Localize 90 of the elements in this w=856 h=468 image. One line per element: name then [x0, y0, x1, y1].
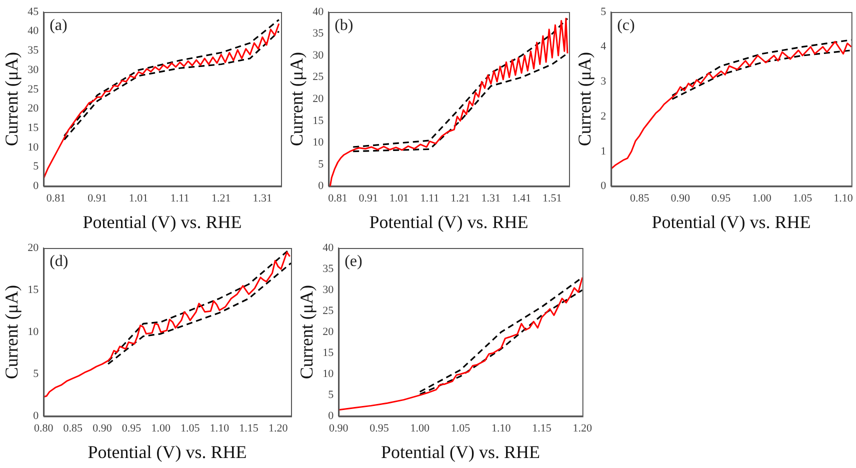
y-tick-label: 20: [28, 102, 40, 115]
y-tick-label: 4: [600, 40, 607, 53]
y-tick-label: 25: [312, 71, 324, 84]
y-tick-label: 0: [318, 180, 324, 192]
y-tick-label: 40: [312, 6, 324, 18]
x-tick-label: 1.05: [180, 422, 200, 435]
x-tick-label: 0.90: [92, 422, 112, 435]
y-tick-label: 25: [322, 304, 334, 317]
y-tick-label: 5: [33, 160, 40, 173]
y-axis-title: Current (μA): [574, 52, 595, 146]
y-tick-label: 10: [322, 368, 334, 380]
x-tick-label: 0.95: [122, 422, 142, 435]
x-tick-label: 1.21: [450, 192, 470, 205]
y-axis-title: Current (μA): [2, 285, 22, 380]
y-axis-title: Current (μA): [286, 52, 307, 146]
x-tick-label: 0.91: [358, 192, 378, 205]
y-tick-label: 40: [28, 25, 40, 38]
y-tick-label: 1: [600, 145, 606, 158]
x-tick-label: 1.00: [752, 192, 772, 205]
x-tick-label: 0.90: [670, 192, 690, 205]
annotation: (d): [50, 253, 68, 270]
x-tick-label: 1.00: [410, 422, 430, 435]
x-tick-label: 1.31: [481, 192, 501, 205]
x-tick-label: 1.01: [128, 192, 148, 205]
y-tick-label: 0: [600, 180, 607, 192]
y-tick-label: 20: [28, 242, 40, 254]
y-tick-label: 0: [328, 410, 334, 422]
x-tick-label: 0.81: [328, 192, 348, 205]
annotation: (e): [344, 253, 362, 270]
y-tick-label: 0: [33, 180, 40, 192]
y-tick-label: 15: [28, 284, 40, 296]
y-tick-label: 30: [312, 49, 324, 62]
y-tick-label: 15: [312, 114, 324, 127]
x-axis-title: Potential (V) vs. RHE: [652, 212, 811, 232]
x-tick-label: 1.20: [268, 422, 288, 435]
y-tick-label: 0: [33, 410, 40, 422]
annotation: (b): [334, 17, 354, 34]
y-tick-label: 10: [28, 141, 40, 154]
y-axis-title: Current (μA): [296, 285, 317, 380]
y-tick-label: 35: [322, 262, 334, 275]
y-tick-label: 30: [322, 284, 334, 296]
x-tick-label: 1.15: [239, 422, 259, 435]
x-axis-title: Potential (V) vs. RHE: [82, 212, 242, 232]
x-tick-label: 1.05: [792, 192, 813, 205]
y-tick-label: 45: [28, 6, 40, 18]
annotation: (a): [50, 17, 68, 34]
y-tick-label: 15: [322, 347, 334, 360]
x-tick-label: 0.95: [370, 422, 390, 435]
y-tick-label: 20: [322, 326, 334, 338]
x-tick-label: 1.15: [532, 422, 552, 435]
x-tick-label: 1.01: [389, 192, 409, 205]
y-tick-label: 2: [600, 110, 606, 122]
x-tick-label: 0.95: [711, 192, 732, 205]
x-axis-title: Potential (V) vs. RHE: [88, 442, 247, 462]
y-tick-label: 25: [28, 83, 40, 96]
x-tick-label: 1.51: [542, 192, 562, 205]
x-tick-label: 0.81: [46, 192, 66, 205]
x-tick-label: 1.10: [834, 192, 854, 205]
x-tick-label: 1.05: [450, 422, 471, 435]
x-tick-label: 1.10: [491, 422, 512, 435]
y-tick-label: 10: [312, 136, 324, 149]
x-tick-label: 1.41: [512, 192, 532, 205]
x-tick-label: 0.85: [630, 192, 650, 205]
y-tick-label: 10: [28, 326, 40, 338]
x-tick-label: 0.90: [328, 422, 349, 435]
y-tick-label: 5: [33, 368, 40, 380]
x-tick-label: 1.20: [572, 422, 592, 435]
y-tick-label: 35: [28, 44, 40, 57]
x-axis-title: Potential (V) vs. RHE: [380, 442, 540, 462]
y-tick-label: 20: [312, 92, 324, 105]
annotation: (c): [617, 17, 635, 34]
x-tick-label: 1.31: [252, 192, 272, 205]
y-axis-title: Current (μA): [2, 52, 22, 146]
x-tick-label: 0.85: [63, 422, 84, 435]
y-tick-label: 30: [28, 64, 40, 76]
x-tick-label: 0.80: [34, 422, 54, 435]
y-tick-label: 15: [28, 122, 40, 134]
y-tick-label: 5: [328, 389, 334, 402]
y-tick-label: 35: [312, 28, 324, 40]
x-tick-label: 1.00: [151, 422, 171, 435]
x-tick-label: 0.91: [88, 192, 107, 205]
x-tick-label: 1.11: [420, 192, 440, 205]
y-tick-label: 5: [318, 158, 324, 170]
y-tick-label: 40: [322, 242, 334, 254]
x-tick-label: 1.21: [212, 192, 231, 205]
x-tick-label: 1.10: [210, 422, 230, 435]
x-tick-label: 1.11: [170, 192, 190, 205]
y-tick-label: 5: [600, 6, 607, 18]
y-tick-label: 3: [600, 76, 607, 88]
x-axis-title: Potential (V) vs. RHE: [369, 212, 528, 232]
